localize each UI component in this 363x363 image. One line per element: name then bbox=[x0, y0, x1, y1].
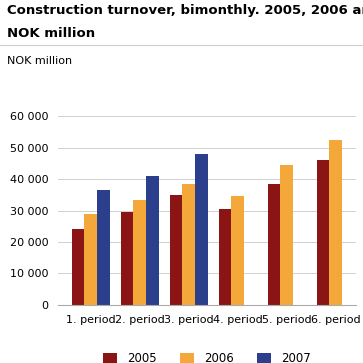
Bar bbox=[133, 200, 146, 305]
Bar bbox=[146, 176, 159, 305]
Bar bbox=[121, 212, 133, 305]
Text: NOK million: NOK million bbox=[7, 27, 95, 40]
Bar bbox=[219, 209, 232, 305]
Bar bbox=[72, 229, 84, 305]
Bar bbox=[195, 154, 208, 305]
Bar bbox=[97, 190, 110, 305]
Bar bbox=[281, 165, 293, 305]
Bar bbox=[317, 160, 330, 305]
Bar bbox=[268, 184, 281, 305]
Bar bbox=[330, 140, 342, 305]
Bar bbox=[84, 214, 97, 305]
Bar bbox=[232, 196, 244, 305]
Text: Construction turnover, bimonthly. 2005, 2006 and 2007.: Construction turnover, bimonthly. 2005, … bbox=[7, 4, 363, 17]
Bar bbox=[182, 184, 195, 305]
Text: NOK million: NOK million bbox=[7, 56, 72, 66]
Legend: 2005, 2006, 2007: 2005, 2006, 2007 bbox=[103, 352, 310, 363]
Bar bbox=[170, 195, 182, 305]
